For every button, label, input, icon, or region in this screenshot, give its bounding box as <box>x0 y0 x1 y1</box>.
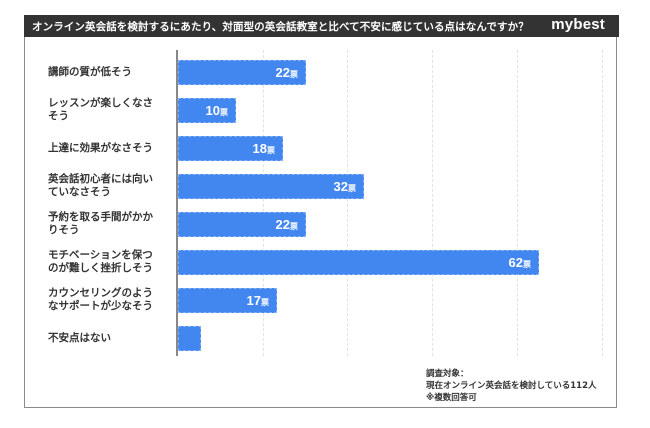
category-label-line: 英会話初心者には向い <box>48 173 153 185</box>
gridline <box>517 50 518 356</box>
category-label-line: レッスンが楽しくなさ <box>48 97 153 109</box>
bar: 22票 <box>178 212 306 237</box>
bar-value-unit: 票 <box>261 298 269 307</box>
brand-logo: mybest <box>551 16 605 33</box>
bar-value-unit: 票 <box>348 184 356 193</box>
bar: 17票 <box>178 288 277 313</box>
bar: 62票 <box>178 250 539 275</box>
gridline <box>432 50 433 356</box>
category-label-line: モチベーションを保つ <box>48 249 153 261</box>
category-label-line: 上達に効果がなさそう <box>48 142 153 154</box>
note-line: 調査対象： <box>426 369 469 379</box>
bar-value-number: 18 <box>252 141 267 156</box>
y-axis-line <box>176 50 178 356</box>
bar-value-unit: 票 <box>523 260 531 269</box>
bar-value-number: 32 <box>333 179 348 194</box>
bar-value-label: 22票 <box>276 217 298 232</box>
category-label: 英会話初心者には向い ていなさそう <box>48 173 172 199</box>
gridline <box>602 50 603 356</box>
category-label: 予約を取る手間がかか りそう <box>48 211 172 237</box>
category-label-line: 講師の質が低そう <box>48 66 132 78</box>
bar: 10票 <box>178 98 236 123</box>
category-label: 講師の質が低そう <box>48 66 172 79</box>
bar-value-unit: 票 <box>290 222 298 231</box>
bar-value-label: 22票 <box>276 65 298 80</box>
bar-value-unit: 票 <box>267 146 275 155</box>
note-line: 現在オンライン英会話を検討している112人 <box>426 381 597 391</box>
bar-value-number: 10 <box>205 103 220 118</box>
bar <box>178 326 201 351</box>
bar: 32票 <box>178 174 364 199</box>
category-label-line: そう <box>48 110 69 122</box>
chart-header: オンライン英会話を検討するにあたり、対面型の英会話教室と比べて不安に感じている点… <box>24 15 619 37</box>
chart-frame <box>24 15 617 408</box>
bar-value-label: 18票 <box>253 141 275 156</box>
category-label-line: カウンセリングのよう <box>48 287 153 299</box>
bar: 18票 <box>178 136 283 161</box>
bar-value-label: 32票 <box>334 179 356 194</box>
bar-value-label: 17票 <box>247 293 269 308</box>
category-label-line: なサポートが少なそう <box>48 300 153 312</box>
bar-value-unit: 票 <box>290 70 298 79</box>
category-label-line: 不安点はない <box>48 332 111 344</box>
bar-value-number: 22 <box>275 65 290 80</box>
bar-value-number: 22 <box>275 217 290 232</box>
bar-value-number: 17 <box>246 293 261 308</box>
bar: 22票 <box>178 60 306 85</box>
category-label: モチベーションを保つ のが難しく挫折しそう <box>48 249 172 275</box>
chart-title: オンライン英会話を検討するにあたり、対面型の英会話教室と比べて不安に感じている点… <box>32 21 529 33</box>
category-label: カウンセリングのよう なサポートが少なそう <box>48 287 172 313</box>
bar-value-label: 10票 <box>206 103 228 118</box>
category-label: レッスンが楽しくなさ そう <box>48 97 172 123</box>
survey-note: 調査対象： 現在オンライン英会話を検討している112人 ※複数回答可 <box>426 368 597 404</box>
category-label-line: のが難しく挫折しそう <box>48 262 153 274</box>
category-label-line: りそう <box>48 224 80 236</box>
bar-value-number: 62 <box>508 255 523 270</box>
note-line: ※複数回答可 <box>426 393 477 403</box>
bar-value-label: 62票 <box>509 255 531 270</box>
bar-value-unit: 票 <box>220 108 228 117</box>
category-label: 上達に効果がなさそう <box>48 142 172 155</box>
gridline <box>347 50 348 356</box>
category-label-line: ていなさそう <box>48 186 111 198</box>
gridline <box>263 50 264 356</box>
category-label-line: 予約を取る手間がかか <box>48 211 153 223</box>
category-label: 不安点はない <box>48 332 172 345</box>
